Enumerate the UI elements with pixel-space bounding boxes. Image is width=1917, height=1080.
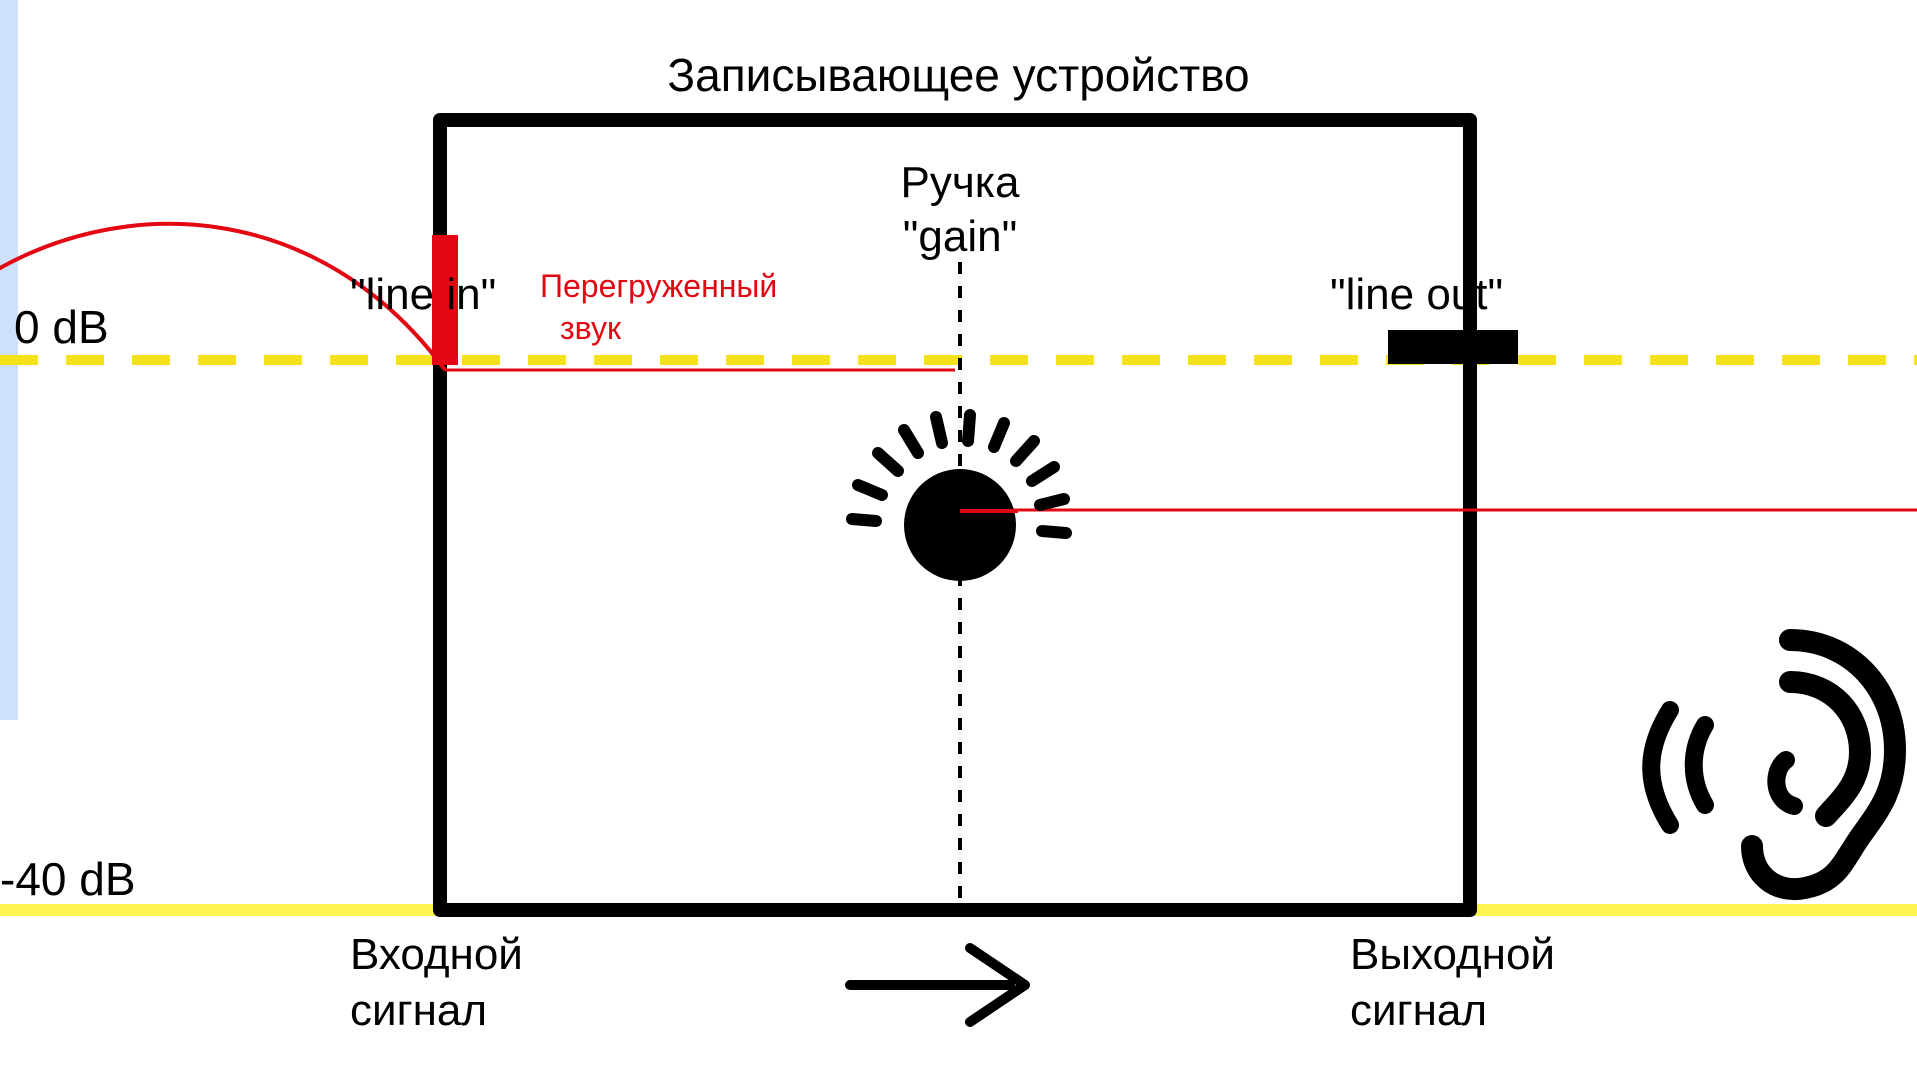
diagram-title: Записывающее устройство [0,48,1917,102]
minus40-db-label: -40 dB [0,852,136,906]
zero-db-label: 0 dB [14,300,109,354]
line-out-label: "line out" [1330,270,1503,320]
gain-label-line1: Ручка [770,158,1150,208]
gain-label-line2: "gain" [770,212,1150,262]
line-in-label: "line in" [350,270,496,320]
input-signal-label-2: сигнал [350,986,487,1036]
output-signal-label-1: Выходной [1350,930,1555,980]
flow-arrow-icon [850,948,1025,1022]
overload-label-1: Перегруженный [540,268,777,305]
output-signal-label-2: сигнал [1350,986,1487,1036]
input-signal-label-1: Входной [350,930,523,980]
ear-icon [1590,610,1917,910]
overload-label-2: звук [560,310,621,347]
diagram-stage: Записывающее устройство Ручка "gain" "li… [0,0,1917,1080]
